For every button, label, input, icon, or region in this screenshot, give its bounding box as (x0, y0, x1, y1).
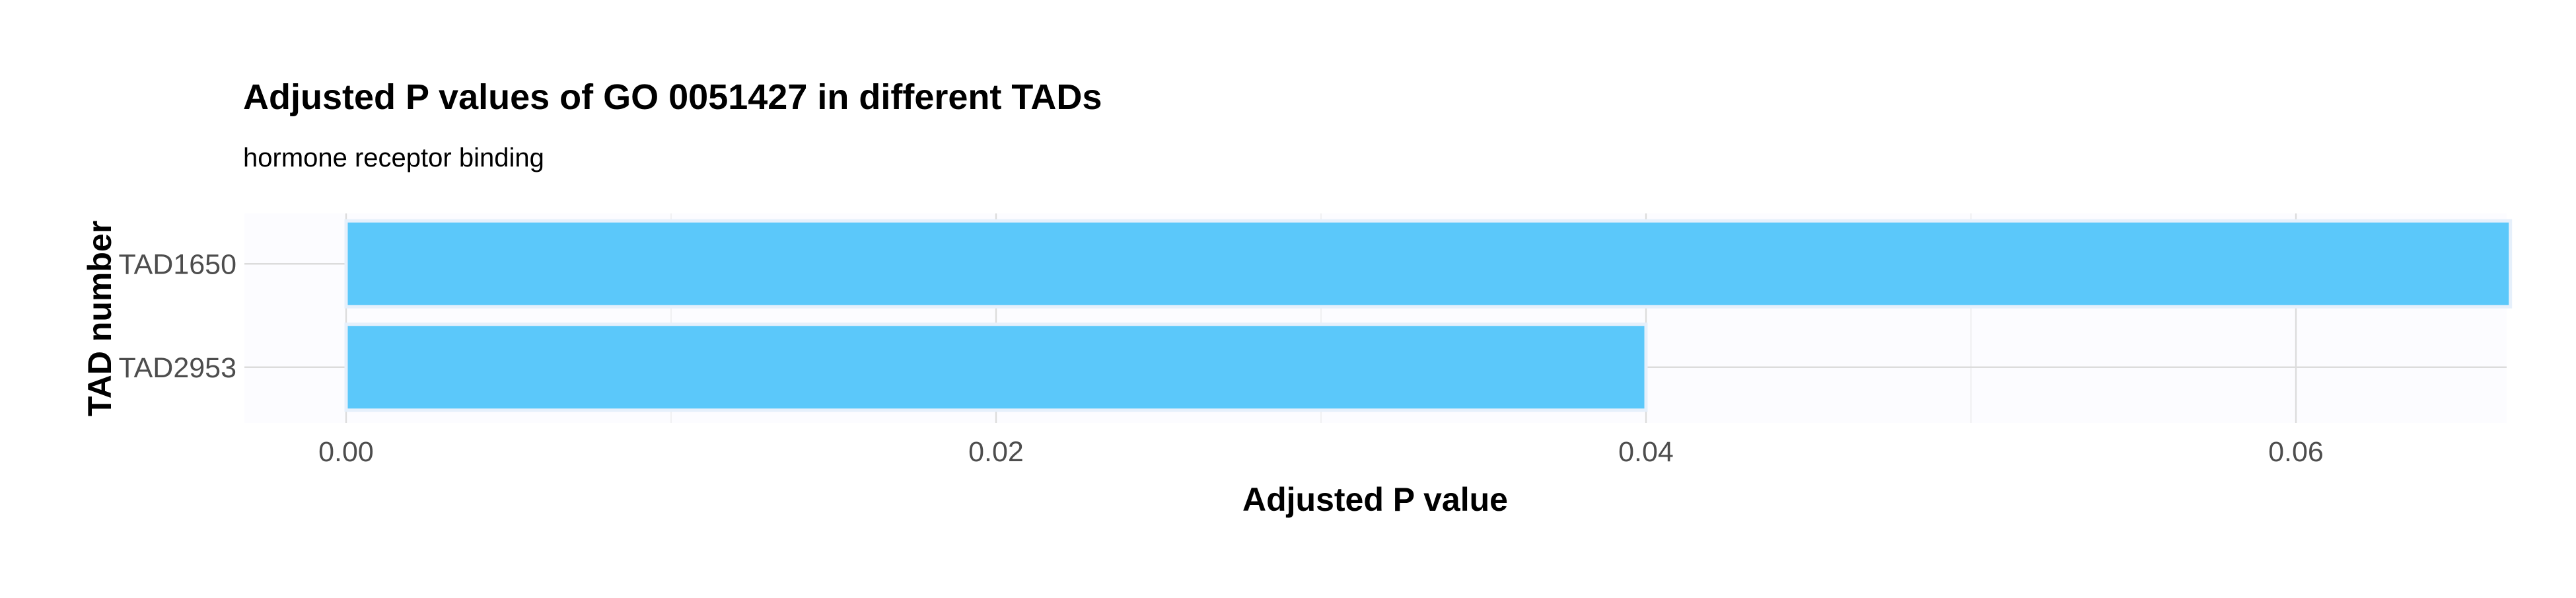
x-tick-label: 0.04 (1618, 436, 1674, 468)
bar-tad2953 (344, 322, 1648, 412)
x-axis-ticks: 0.00 0.02 0.04 0.06 (318, 436, 2324, 468)
bars (344, 219, 2513, 412)
bar-tad1650 (344, 219, 2513, 309)
y-tick-label: TAD2953 (119, 352, 236, 384)
x-axis-title: Adjusted P value (1242, 481, 1508, 518)
x-tick-label: 0.06 (2268, 436, 2324, 468)
x-tick-label: 0.00 (318, 436, 374, 468)
chart-subtitle: hormone receptor binding (243, 143, 544, 172)
x-tick-label: 0.02 (968, 436, 1024, 468)
chart-title: Adjusted P values of GO 0051427 in diffe… (243, 77, 1102, 117)
y-axis-ticks: TAD1650 TAD2953 (119, 248, 236, 384)
y-axis-title: TAD number (81, 221, 118, 416)
y-tick-label: TAD1650 (119, 248, 236, 280)
